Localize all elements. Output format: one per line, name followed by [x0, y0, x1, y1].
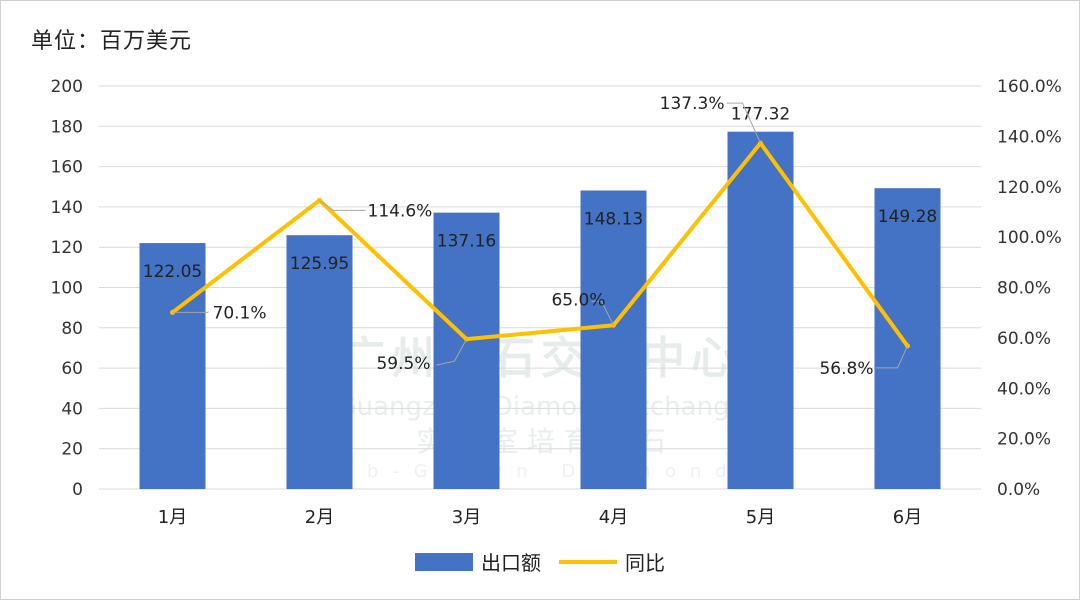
left-axis-tick: 100	[51, 279, 83, 299]
category-label: 3月	[452, 507, 481, 528]
right-axis-tick: 60.0%	[997, 329, 1051, 349]
legend-item-line: 同比	[559, 547, 665, 576]
watermark-en: Guangzhou Diamond Exchange	[336, 392, 745, 422]
watermark-cn: 广州钻石交易中心	[341, 333, 741, 384]
legend-line-label: 同比	[625, 551, 665, 575]
bar-value-label: 137.16	[437, 232, 496, 252]
bar-value-label: 149.28	[878, 207, 937, 227]
left-axis-tick: 40	[61, 399, 83, 419]
bar	[874, 188, 941, 489]
right-axis-tick: 120.0%	[997, 178, 1062, 198]
right-axis-tick: 140.0%	[997, 127, 1062, 147]
bar	[580, 190, 647, 489]
bar	[286, 235, 353, 489]
right-axis-tick: 0.0%	[997, 480, 1040, 500]
category-label: 6月	[893, 507, 922, 528]
left-axis-tick: 160	[51, 158, 83, 178]
right-axis-tick: 160.0%	[997, 77, 1062, 97]
legend-bar-swatch	[415, 552, 473, 571]
legend-bar-label: 出口额	[481, 551, 541, 575]
category-label: 4月	[599, 507, 628, 528]
left-axis-tick: 60	[61, 359, 83, 379]
left-axis-tick: 80	[61, 319, 83, 339]
left-axis-tick: 140	[51, 198, 83, 218]
legend: 出口额 同比	[1, 547, 1079, 576]
leader-line	[726, 102, 761, 144]
leader-line	[319, 199, 366, 211]
watermark-en2: Lab-Grown Diamonds	[318, 461, 764, 482]
left-axis-tick: 0	[72, 480, 83, 500]
legend-item-bar: 出口额	[415, 547, 541, 576]
bar	[433, 212, 500, 489]
bar-value-label: 177.32	[731, 105, 790, 125]
right-axis-tick: 20.0%	[997, 430, 1051, 450]
bar	[139, 243, 206, 489]
line-value-label: 56.8%	[819, 359, 873, 379]
left-axis-tick: 20	[61, 440, 83, 460]
left-axis-tick: 120	[51, 238, 83, 258]
category-label: 2月	[305, 507, 334, 528]
line-value-label: 137.3%	[660, 94, 725, 114]
yoy-line	[171, 141, 910, 348]
leader-line	[436, 338, 467, 366]
line-value-label: 59.5%	[376, 354, 430, 374]
bar	[727, 131, 794, 489]
line-value-label: 70.1%	[213, 303, 267, 323]
right-axis-tick: 40.0%	[997, 379, 1051, 399]
bar-value-label: 148.13	[584, 210, 643, 230]
bar-value-label: 125.95	[290, 254, 349, 274]
line-value-label: 65.0%	[551, 290, 605, 310]
right-axis-tick: 80.0%	[997, 279, 1051, 299]
leader-line	[591, 300, 614, 326]
line-value-label: 114.6%	[368, 201, 433, 221]
category-label: 1月	[158, 507, 187, 528]
left-axis-tick: 180	[51, 117, 83, 137]
right-axis-tick: 100.0%	[997, 228, 1062, 248]
leader-line	[875, 345, 908, 369]
left-axis-tick: 200	[51, 77, 83, 97]
unit-label: 单位：百万美元	[31, 29, 193, 54]
category-label: 5月	[746, 507, 775, 528]
bar-value-label: 122.05	[143, 262, 202, 282]
legend-line-swatch	[559, 559, 617, 564]
